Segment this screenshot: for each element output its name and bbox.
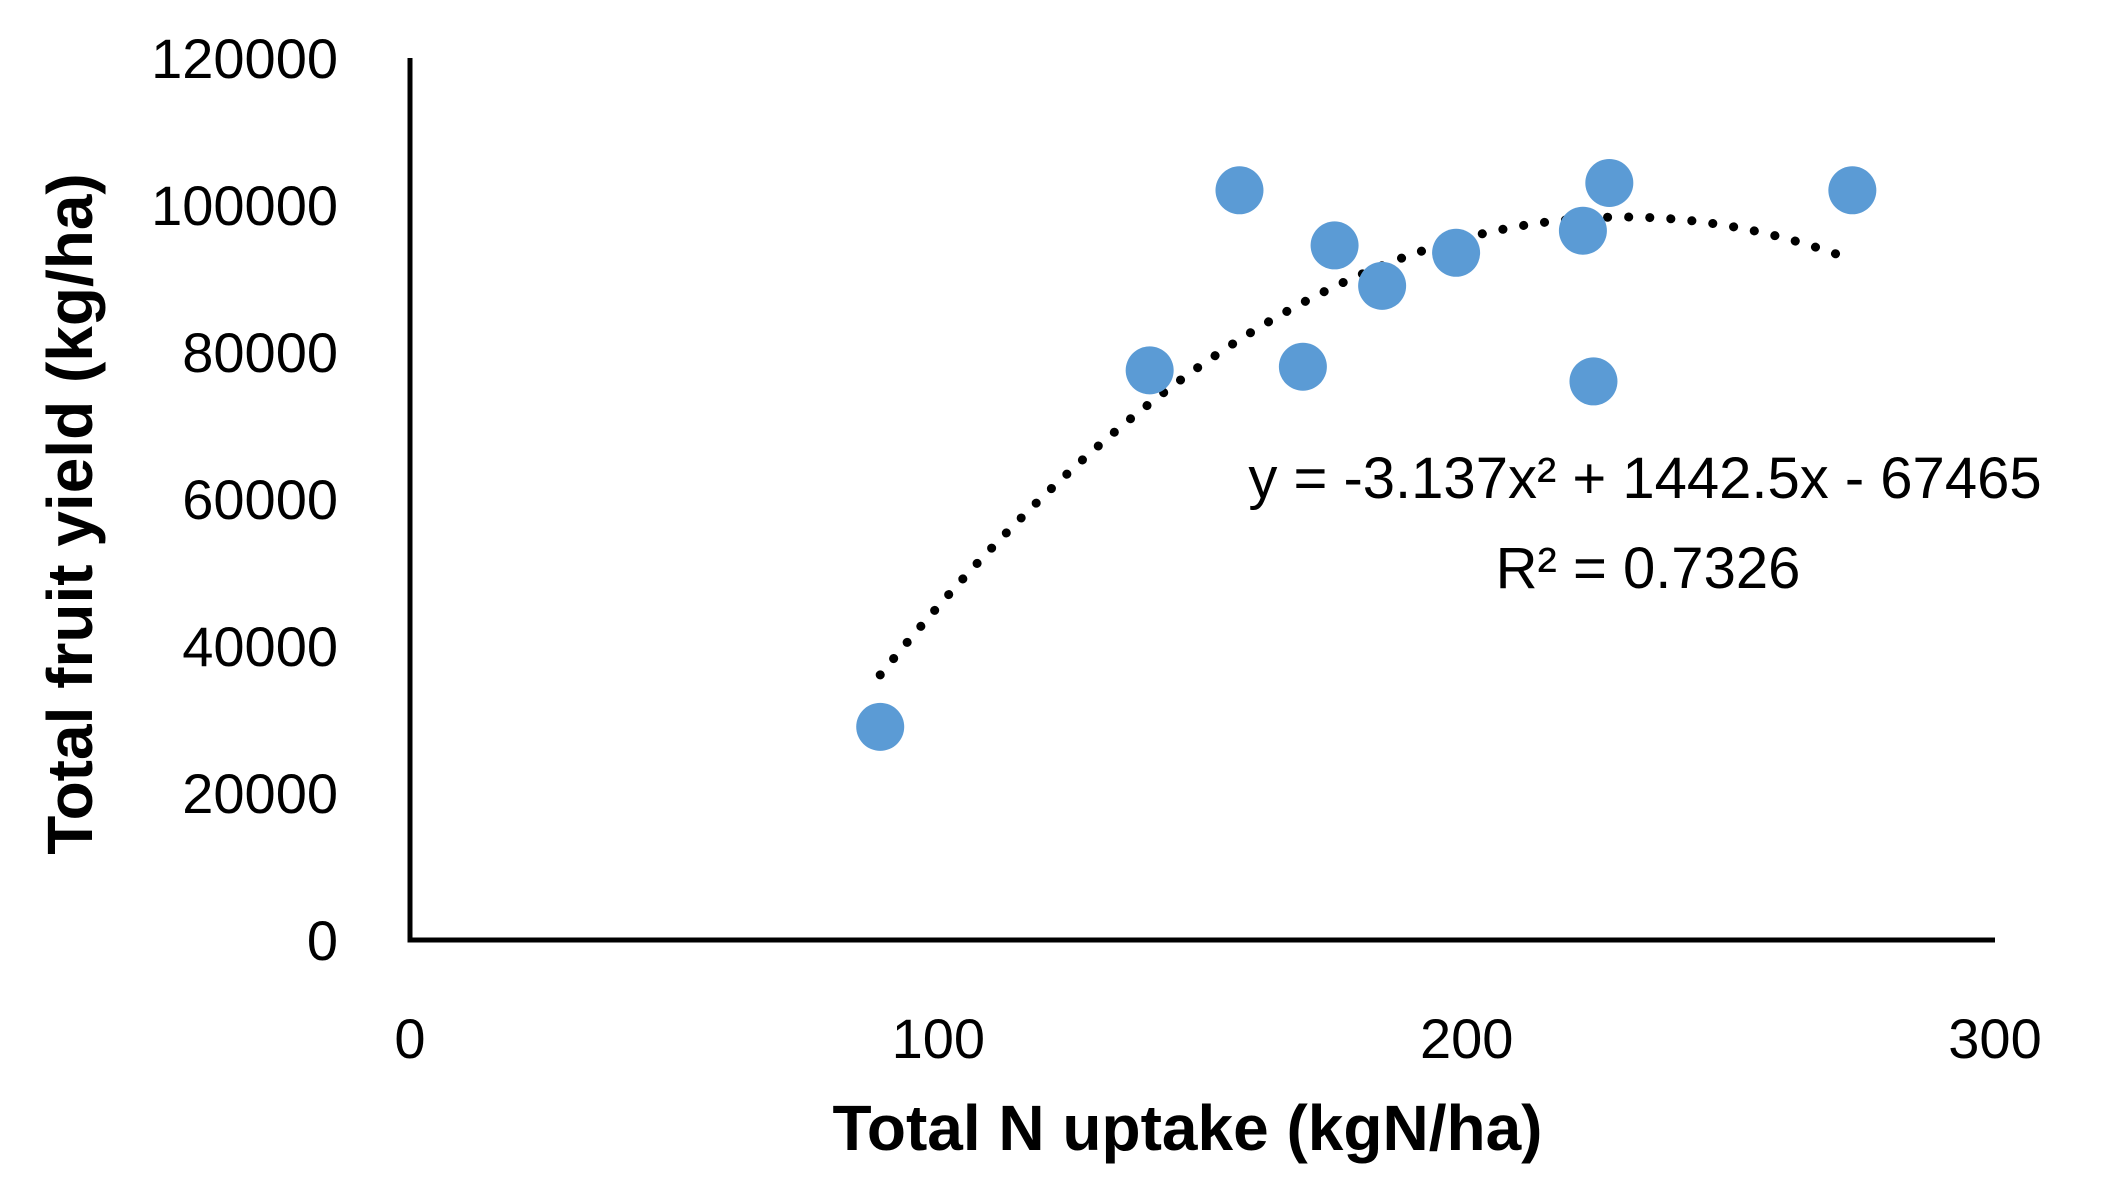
x-axis-title: Total N uptake (kgN/ha) bbox=[833, 1092, 1543, 1164]
y-tick-label: 20000 bbox=[182, 762, 338, 825]
x-tick-labels: 0 100 200 300 bbox=[394, 1007, 2041, 1070]
y-tick-label: 60000 bbox=[182, 468, 338, 531]
data-point bbox=[1215, 166, 1264, 215]
axes bbox=[407, 58, 1995, 943]
data-point bbox=[1828, 166, 1877, 215]
trendline-r-squared: R² = 0.7326 bbox=[1496, 536, 1801, 601]
x-tick-label: 200 bbox=[1420, 1007, 1513, 1070]
data-point bbox=[1310, 221, 1359, 270]
trendline-equation: y = -3.137x² + 1442.5x - 67465 bbox=[1248, 446, 2041, 511]
data-point bbox=[1558, 206, 1607, 255]
trendline bbox=[875, 212, 1841, 680]
y-tick-label: 40000 bbox=[182, 615, 338, 678]
trendline-curve bbox=[875, 212, 1841, 680]
x-tick-label: 300 bbox=[1948, 1007, 2041, 1070]
y-tick-label: 80000 bbox=[182, 321, 338, 384]
data-point bbox=[1569, 357, 1618, 406]
y-axis-title: Total fruit yield (kg/ha) bbox=[34, 173, 106, 855]
data-point bbox=[1278, 342, 1327, 391]
data-point bbox=[856, 702, 905, 751]
data-point bbox=[1125, 346, 1174, 395]
data-point bbox=[1585, 158, 1634, 207]
data-points bbox=[856, 158, 1877, 751]
data-point bbox=[1432, 228, 1481, 277]
x-tick-label: 100 bbox=[892, 1007, 985, 1070]
x-tick-label: 0 bbox=[394, 1007, 425, 1070]
data-point bbox=[1358, 261, 1407, 310]
y-tick-label: 100000 bbox=[151, 174, 338, 237]
y-tick-label: 0 bbox=[307, 909, 338, 972]
y-tick-labels: 0 20000 40000 60000 80000 100000 120000 bbox=[151, 27, 338, 972]
y-tick-label: 120000 bbox=[151, 27, 338, 90]
